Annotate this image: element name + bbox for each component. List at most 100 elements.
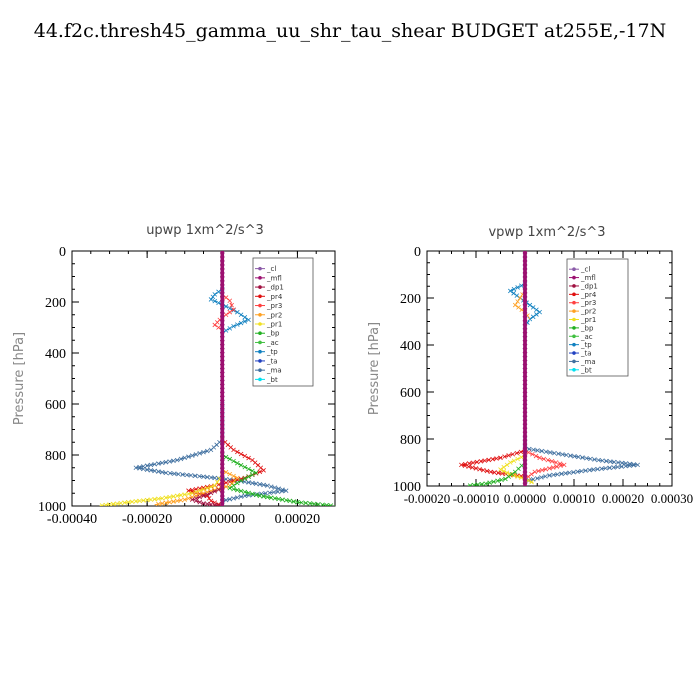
legend-marker [258,285,262,289]
y-tick-label: 1000 [38,500,66,515]
series-point [220,264,225,270]
series-point [246,466,251,472]
legend-marker [572,334,576,339]
series-point [152,496,157,502]
series-point [171,494,176,499]
series-point [223,469,229,475]
series-point [107,502,112,506]
series-point [522,356,528,361]
series-point [483,481,489,486]
series-point [584,455,589,461]
x-tick-label: 0.00030 [651,491,693,506]
series-point [220,384,225,389]
series-point [541,456,547,462]
series-point [231,323,236,329]
series-point [267,490,272,496]
legend-marker [258,349,262,354]
series-point [517,295,523,301]
series-point [253,492,259,498]
series-point [534,476,540,481]
series-point [189,490,195,496]
series-point [204,485,210,491]
legend-label: _ac [266,339,279,347]
series-point [220,491,225,497]
series-point [509,471,515,477]
y-tick-label: 800 [45,449,66,464]
series-point [543,449,549,455]
series-point [208,484,214,490]
series-point [533,453,539,459]
series-point [148,462,154,468]
legend-marker [258,276,262,280]
series-point [204,474,210,480]
series-point [604,458,609,464]
series-point [148,497,154,502]
series-point [526,450,531,455]
x-tick-label: -0.00020 [404,491,451,506]
series-point [220,459,225,465]
series-point [576,454,581,460]
series-point [133,499,139,504]
legend-marker [572,342,576,347]
series-point [272,496,278,501]
series-point [250,472,255,478]
series-point [189,453,195,458]
series-point [176,471,181,477]
series-point [201,474,206,479]
series-point [467,483,473,486]
series-point [508,471,513,477]
legend-marker [258,368,262,372]
series-point [522,467,528,473]
series-point [522,332,528,337]
series-point [238,320,244,326]
series-point [522,455,528,461]
series-point [235,460,240,466]
series-point [478,459,484,464]
series-point [208,447,214,453]
series-point [220,288,225,294]
series-point [197,451,203,456]
series-point [210,294,216,300]
series-point [462,461,468,467]
series-point [522,360,528,365]
series-point [178,456,184,462]
series-point [607,459,613,464]
series-point [186,491,191,497]
legend-marker [258,331,262,336]
legend-label: _pr2 [580,308,596,316]
series-point [522,268,528,274]
series-point [220,376,225,381]
series-point [539,448,545,454]
series-point [227,471,233,477]
series-point [522,251,528,254]
series-point [227,326,233,331]
series-point [588,456,593,462]
series-point [246,480,251,485]
series-point [522,423,528,429]
legend-marker [258,312,262,317]
series-point [220,380,225,385]
series-point [206,496,212,501]
series-point [611,465,616,470]
series-point [537,309,542,315]
x-tick-label: 0.00000 [504,491,546,506]
series-point [522,396,528,401]
series-point [174,457,180,463]
series-point [163,459,169,465]
panel-title: upwp 1xm^2/s^3 [146,223,264,238]
series-point [201,493,206,499]
y-tick-label: 600 [400,386,421,401]
series-point [220,463,225,469]
series-point [303,500,309,506]
legend-label: _bt [266,376,278,384]
series-point [220,388,225,393]
y-tick-label: 0 [414,245,421,260]
series-point [522,316,528,321]
series-point [227,479,233,485]
legend-label: _bt [580,366,592,374]
series-point [220,487,225,493]
series-point [522,376,528,381]
series-point [522,264,528,270]
series-point [220,435,225,441]
series-point [216,486,221,492]
